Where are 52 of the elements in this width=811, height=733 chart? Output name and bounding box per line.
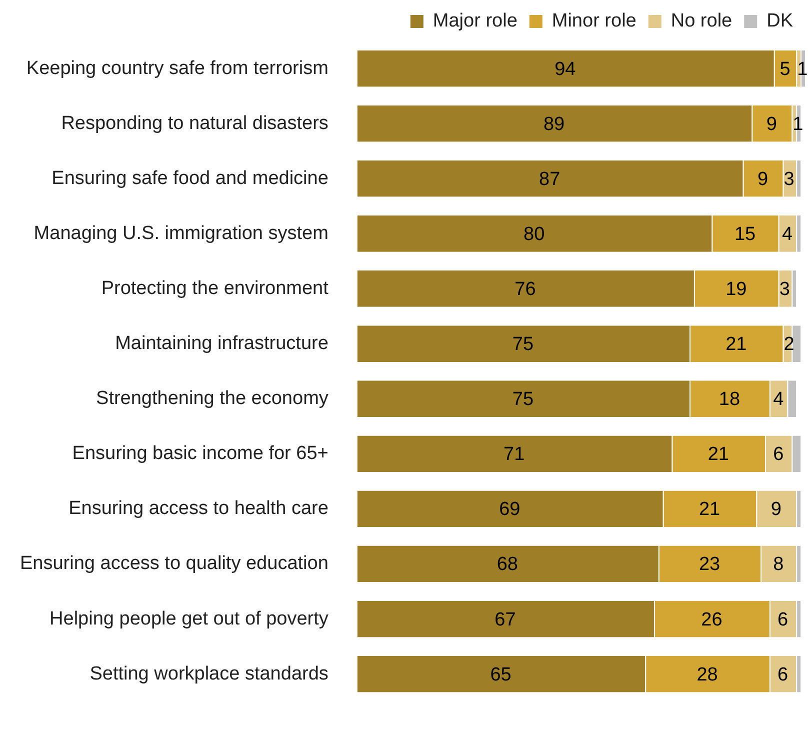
- y-tick-label: Helping people get out of poverty: [50, 608, 329, 630]
- y-tick-label: Ensuring safe food and medicine: [52, 168, 328, 189]
- y-tick-label: Setting workplace standards: [90, 663, 328, 684]
- data-label: 26: [701, 609, 722, 630]
- y-tick-label: Protecting the environment: [101, 278, 330, 299]
- data-label: 19: [726, 278, 747, 300]
- y-tick-label: Managing U.S. immigration system: [34, 222, 328, 244]
- y-tick-label: Maintaining infrastructure: [115, 333, 328, 354]
- data-label: 69: [499, 499, 520, 520]
- y-tick-label: Keeping country safe from terrorism: [26, 58, 328, 79]
- data-label: 28: [696, 664, 718, 686]
- data-label: 21: [726, 334, 747, 356]
- data-label: 1: [792, 114, 804, 135]
- y-tick-label: Ensuring basic income for 65+: [72, 443, 328, 464]
- data-label: 9: [758, 168, 768, 190]
- data-label: 6: [778, 664, 788, 686]
- data-label: 4: [782, 224, 793, 245]
- data-label: 18: [718, 389, 740, 410]
- data-label: 65: [490, 664, 512, 686]
- data-label: 6: [778, 609, 788, 630]
- data-label: 5: [780, 58, 790, 80]
- data-label: 87: [539, 168, 560, 190]
- data-label: 9: [766, 114, 777, 135]
- data-label: 3: [784, 168, 794, 190]
- legend-label: Major role: [432, 10, 518, 32]
- data-label: 94: [554, 58, 576, 80]
- y-tick-label: Ensuring access to health care: [68, 498, 328, 520]
- data-label: 76: [514, 278, 536, 300]
- data-label: 89: [543, 114, 565, 135]
- data-label: 75: [512, 389, 534, 410]
- y-tick-label: Strengthening the economy: [96, 388, 329, 410]
- legend-label: DK: [766, 10, 794, 32]
- y-tick-label: Ensuring access to quality education: [20, 553, 328, 574]
- data-label: 75: [512, 334, 534, 356]
- data-label: 9: [770, 499, 782, 520]
- data-label: 71: [504, 444, 525, 466]
- data-label: 21: [698, 499, 720, 520]
- data-label: 8: [773, 554, 784, 576]
- legend-label: Minor role: [552, 10, 636, 32]
- legend-label: No role: [670, 10, 732, 32]
- data-label: 67: [494, 609, 516, 630]
- y-tick-label: Responding to natural disasters: [61, 112, 328, 134]
- data-label: 1: [797, 58, 808, 80]
- data-label: 68: [496, 554, 518, 576]
- data-label: 21: [708, 444, 729, 466]
- data-label: 2: [784, 334, 794, 356]
- data-label: 3: [779, 278, 790, 300]
- data-label: 6: [773, 444, 784, 466]
- data-label: 4: [773, 389, 784, 410]
- data-label: 23: [698, 554, 720, 576]
- data-label: 80: [523, 224, 545, 245]
- data-label: 15: [734, 224, 756, 245]
